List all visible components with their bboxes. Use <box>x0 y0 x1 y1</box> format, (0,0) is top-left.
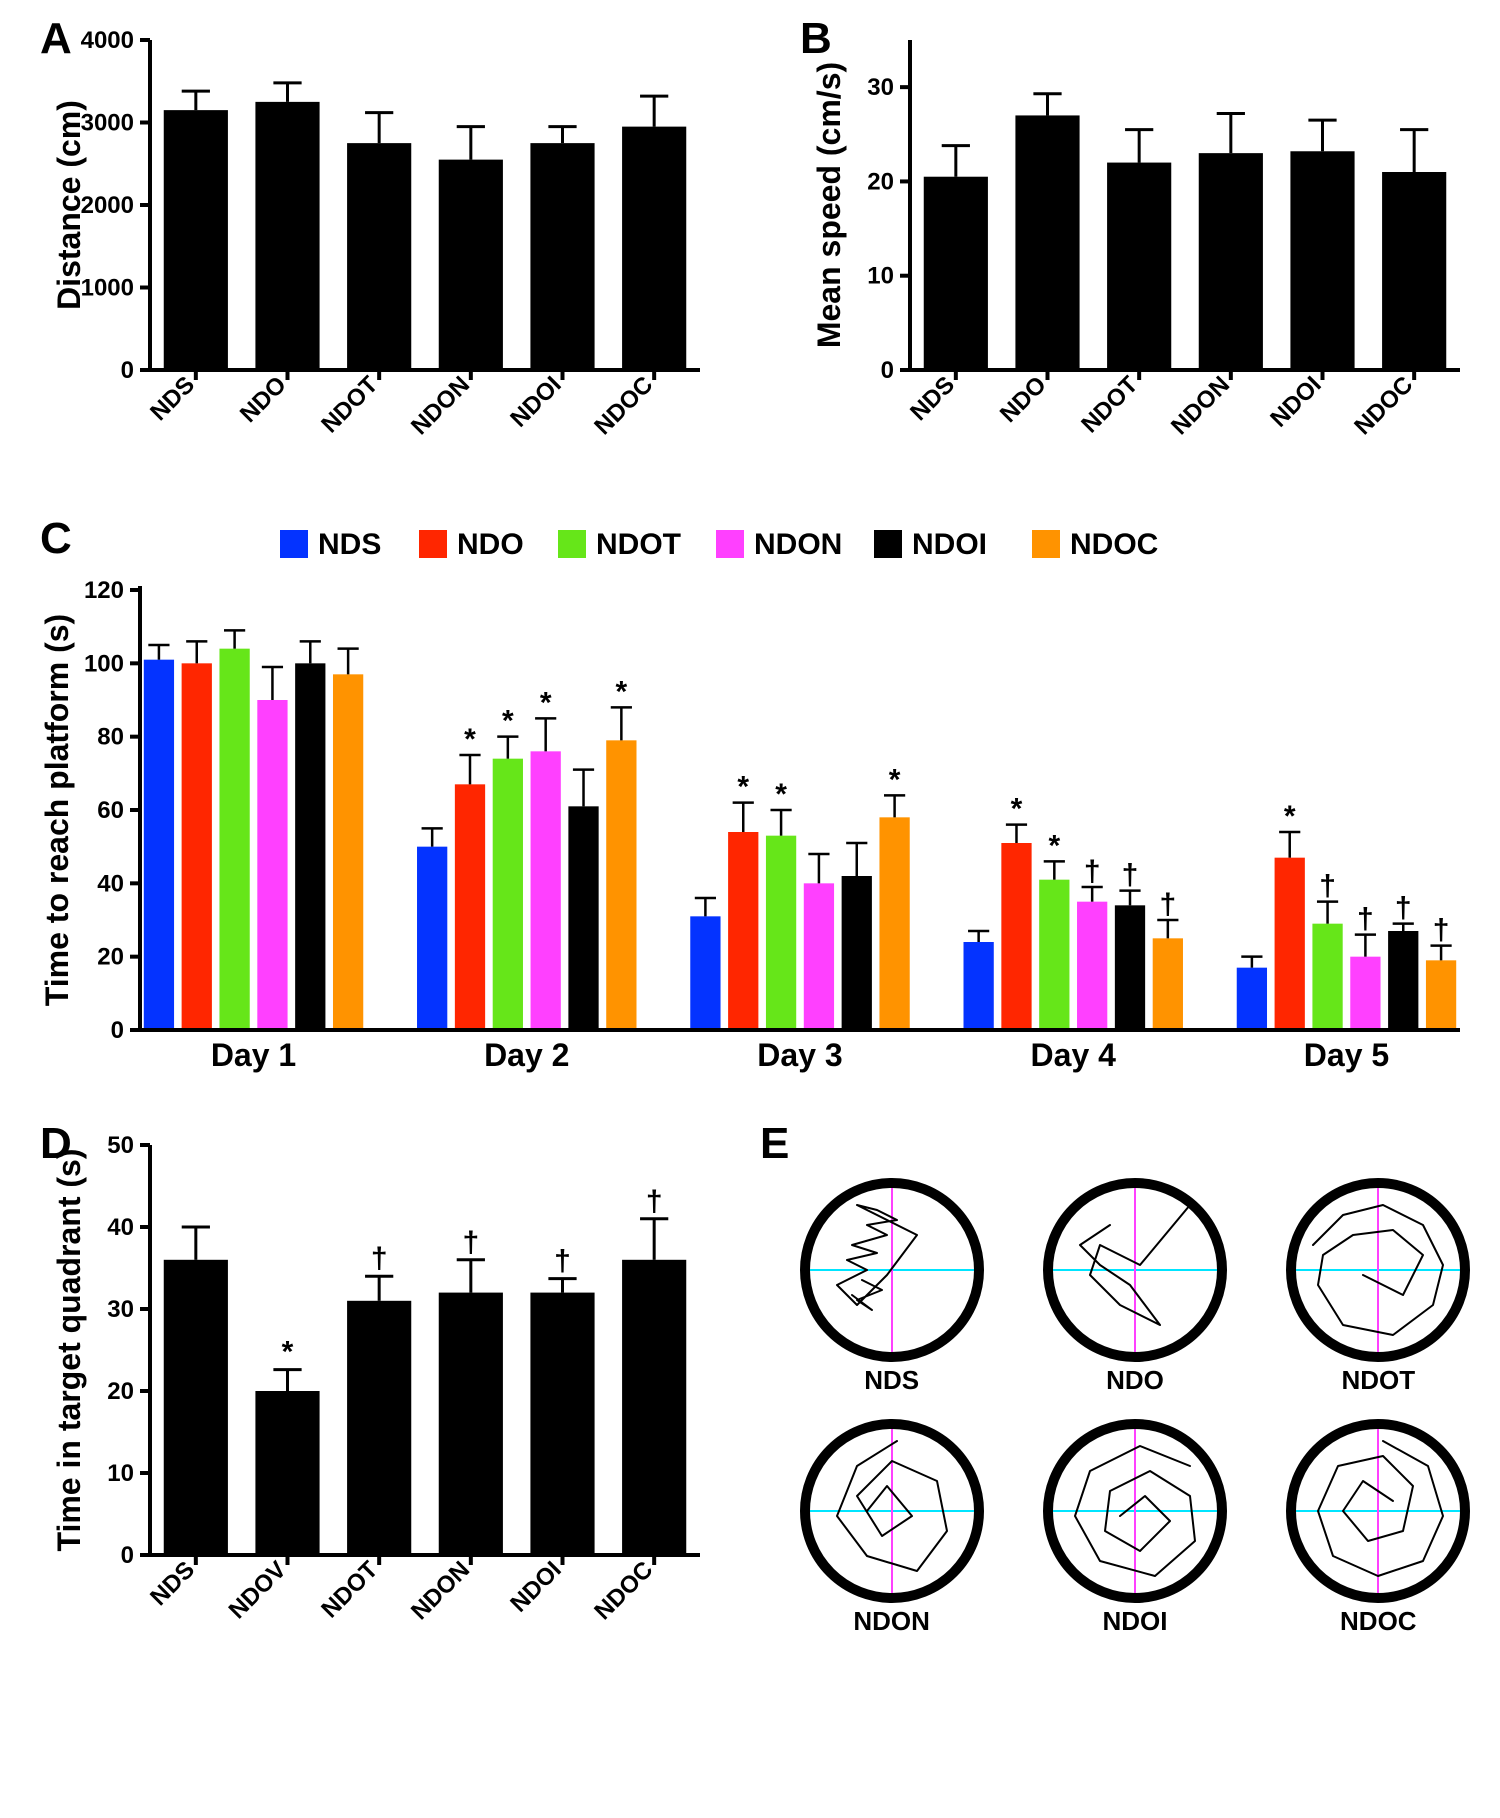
svg-text:0: 0 <box>881 357 894 384</box>
svg-text:Day 4: Day 4 <box>1031 1037 1117 1073</box>
track-label: NDOT <box>1341 1365 1415 1396</box>
svg-text:0: 0 <box>111 1017 124 1044</box>
svg-text:NDOC: NDOC <box>589 1556 658 1625</box>
svg-text:NDON: NDON <box>406 371 475 440</box>
svg-text:NDO: NDO <box>995 371 1052 428</box>
panel-b-chart: 0 10 20 30 NDS NDO NDOT NDON NDOI NDOC Mean speed … <box>780 20 1480 480</box>
svg-text:NDOI: NDOI <box>912 528 987 561</box>
track-label: NDON <box>853 1606 930 1637</box>
svg-text:†: † <box>1084 855 1101 888</box>
track-plot <box>797 1175 987 1365</box>
panel-label-e: E <box>760 1119 789 1169</box>
svg-text:1000: 1000 <box>81 275 134 302</box>
svg-text:10: 10 <box>867 263 894 290</box>
svg-text:*: * <box>464 723 476 756</box>
svg-text:NDOC: NDOC <box>1070 528 1158 561</box>
svg-text:100: 100 <box>84 650 124 677</box>
svg-text:20: 20 <box>107 1378 134 1405</box>
svg-text:NDOC: NDOC <box>1349 371 1418 440</box>
svg-text:Mean speed (cm/s): Mean speed (cm/s) <box>811 62 847 348</box>
svg-text:50: 50 <box>107 1132 134 1159</box>
svg-text:0: 0 <box>121 1542 134 1569</box>
panel-a-chart: 0 1000 2000 3000 4000 NDS NDO NDOT NDON NDOI NDOC D… <box>20 20 720 480</box>
svg-text:*: * <box>1048 829 1060 862</box>
svg-text:NDS: NDS <box>318 528 381 561</box>
svg-text:40: 40 <box>97 870 124 897</box>
svg-text:NDOT: NDOT <box>316 371 383 438</box>
svg-text:NDOI: NDOI <box>1265 371 1327 433</box>
svg-text:NDOT: NDOT <box>596 528 681 561</box>
track-plot <box>1040 1175 1230 1365</box>
svg-text:*: * <box>616 675 628 708</box>
svg-text:NDOI: NDOI <box>505 371 567 433</box>
panel-label-b: B <box>800 14 832 64</box>
svg-text:Day 5: Day 5 <box>1304 1037 1389 1073</box>
svg-text:NDOV: NDOV <box>224 1556 292 1624</box>
svg-text:30: 30 <box>867 74 894 101</box>
svg-text:3000: 3000 <box>81 110 134 137</box>
track-plot <box>797 1416 987 1606</box>
svg-text:†: † <box>646 1185 663 1218</box>
svg-text:*: * <box>889 763 901 796</box>
panel-e-grid: NDS NDO NDOT NDON NDOI NDOC <box>790 1175 1480 1637</box>
panel-c-chart: 0 20 40 60 80 100 120 Day 1 * * * * Day 2 * * * Day 3 * * †… <box>20 520 1480 1080</box>
svg-text:NDON: NDON <box>754 528 842 561</box>
svg-text:NDOT: NDOT <box>1076 371 1143 438</box>
svg-text:†: † <box>1433 914 1450 947</box>
svg-text:Day 1: Day 1 <box>211 1037 296 1073</box>
svg-text:NDO: NDO <box>457 528 524 561</box>
svg-text:Distance (cm): Distance (cm) <box>51 100 87 310</box>
svg-text:2000: 2000 <box>81 192 134 219</box>
svg-text:†: † <box>1159 888 1176 921</box>
svg-text:NDON: NDON <box>406 1556 475 1625</box>
track-label: NDO <box>1106 1365 1164 1396</box>
svg-text:30: 30 <box>107 1296 134 1323</box>
svg-text:NDOI: NDOI <box>505 1556 567 1618</box>
svg-text:NDO: NDO <box>235 371 292 428</box>
svg-text:10: 10 <box>107 1460 134 1487</box>
svg-text:*: * <box>540 686 552 719</box>
svg-text:Time to reach platform (s): Time to reach platform (s) <box>39 614 75 1006</box>
svg-text:*: * <box>502 705 514 738</box>
svg-text:40: 40 <box>107 1214 134 1241</box>
svg-text:*: * <box>1284 800 1296 833</box>
svg-text:†: † <box>1395 892 1412 925</box>
track-plot <box>1283 1175 1473 1365</box>
svg-text:NDOC: NDOC <box>589 371 658 440</box>
svg-text:80: 80 <box>97 724 124 751</box>
svg-text:†: † <box>554 1245 571 1278</box>
track-plot <box>1040 1416 1230 1606</box>
track-label: NDS <box>864 1365 919 1396</box>
svg-text:†: † <box>1319 870 1336 903</box>
track-label: NDOC <box>1340 1606 1417 1637</box>
panel-label-d: D <box>40 1119 72 1169</box>
svg-text:NDON: NDON <box>1166 371 1235 440</box>
panel-label-c: C <box>40 514 72 564</box>
track-label: NDOI <box>1102 1606 1167 1637</box>
svg-text:20: 20 <box>867 168 894 195</box>
svg-text:Day 2: Day 2 <box>484 1037 569 1073</box>
svg-text:120: 120 <box>84 577 124 604</box>
panel-d-chart: 0 10 20 30 40 50 NDS NDOV * NDOT † NDON † NDOI † NDOC † T… <box>20 1125 720 1685</box>
svg-text:*: * <box>775 778 787 811</box>
svg-text:NDS: NDS <box>145 1556 200 1611</box>
svg-text:*: * <box>737 771 749 804</box>
svg-text:†: † <box>1357 903 1374 936</box>
svg-text:0: 0 <box>121 357 134 384</box>
track-plot <box>1283 1416 1473 1606</box>
svg-text:†: † <box>1122 859 1139 892</box>
svg-text:*: * <box>282 1336 294 1369</box>
svg-text:†: † <box>462 1226 479 1259</box>
svg-text:Time in target quadrant (s): Time in target quadrant (s) <box>51 1148 87 1551</box>
svg-text:NDS: NDS <box>145 371 200 426</box>
svg-text:NDS: NDS <box>905 371 960 426</box>
svg-text:Day 3: Day 3 <box>757 1037 842 1073</box>
svg-text:*: * <box>1011 793 1023 826</box>
svg-text:4000: 4000 <box>81 27 134 54</box>
panel-label-a: A <box>40 14 72 64</box>
svg-text:†: † <box>371 1242 388 1275</box>
svg-text:NDOT: NDOT <box>316 1556 383 1623</box>
svg-text:20: 20 <box>97 944 124 971</box>
svg-text:60: 60 <box>97 797 124 824</box>
